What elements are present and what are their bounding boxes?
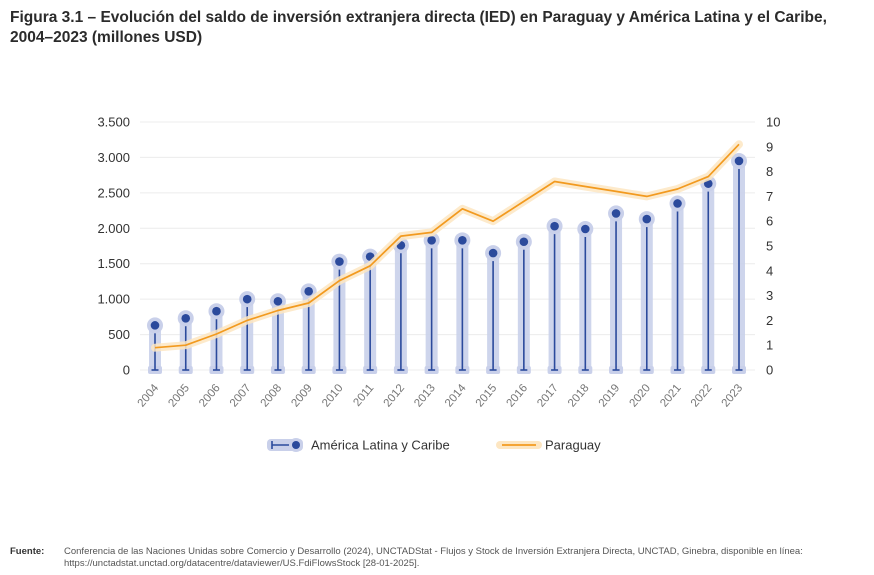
- lollipop-head: [273, 296, 283, 306]
- y-right-tick-label: 10: [766, 115, 780, 130]
- x-tick-label: 2015: [474, 382, 500, 409]
- lollipop: [515, 233, 532, 374]
- x-tick-label: 2021: [658, 382, 684, 409]
- lollipop-head: [150, 321, 160, 330]
- lollipop: [577, 220, 594, 374]
- x-tick-label: 2005: [166, 382, 192, 409]
- y-right-tick-label: 1: [766, 338, 773, 353]
- lollipop: [208, 303, 225, 374]
- lollipop: [638, 211, 655, 374]
- x-tick-label: 2020: [627, 382, 653, 409]
- y-right-tick-label: 9: [766, 139, 773, 154]
- lollipop-head: [519, 237, 529, 247]
- y-left-tick-label: 2.000: [97, 221, 130, 236]
- y-left-tick-label: 0: [123, 363, 130, 378]
- right-axis: 0 1 2 3 4 5 6 7 8 9 10: [766, 115, 780, 378]
- lollipop-head: [581, 224, 590, 234]
- lollipop-head: [673, 199, 682, 208]
- y-right-tick-label: 5: [766, 239, 773, 254]
- lollipop-head: [611, 209, 621, 218]
- lollipop: [669, 195, 686, 374]
- gridlines: [140, 121, 755, 371]
- lollipop-head: [242, 294, 252, 304]
- lollipop-head: [304, 287, 313, 296]
- legend-alc-head: [292, 441, 300, 449]
- legend: América Latina y Caribe Paraguay: [267, 438, 601, 453]
- legend-item-paraguay: Paraguay: [496, 438, 601, 453]
- lollipop-head: [488, 248, 498, 258]
- x-tick-label: 2022: [689, 382, 715, 409]
- x-tick-label: 2013: [412, 382, 438, 409]
- figure-title: Figura 3.1 – Evolución del saldo de inve…: [10, 9, 827, 46]
- paraguay-line: [154, 143, 740, 349]
- y-left-tick-label: 500: [108, 327, 130, 342]
- lollipop-head: [181, 313, 191, 323]
- y-right-tick-label: 8: [766, 164, 773, 179]
- lollipop: [608, 205, 625, 374]
- legend-item-alc: América Latina y Caribe: [267, 438, 450, 453]
- y-right-tick-label: 0: [766, 363, 773, 378]
- y-left-tick-label: 3.000: [97, 150, 130, 165]
- lollipop: [700, 175, 717, 374]
- lollipop-head: [734, 156, 744, 166]
- lollipop: [454, 232, 471, 374]
- lollipop: [239, 291, 256, 374]
- legend-label-paraguay: Paraguay: [545, 438, 601, 453]
- x-tick-label: 2014: [443, 382, 469, 410]
- lollipop-head: [335, 257, 344, 266]
- x-tick-label: 2004: [136, 382, 162, 410]
- x-axis: 2004 2005 2006 2007 2008 2009 2010 2011 2012 2013…: [136, 382, 746, 410]
- lollipop: [485, 245, 502, 374]
- lollipop-head: [427, 236, 436, 245]
- x-tick-label: 2011: [351, 382, 376, 409]
- x-tick-label: 2017: [535, 382, 561, 409]
- x-tick-label: 2007: [228, 382, 254, 409]
- y-right-tick-label: 7: [766, 189, 773, 204]
- x-tick-label: 2009: [289, 382, 315, 409]
- y-left-tick-label: 1.500: [97, 256, 130, 271]
- y-left-tick-label: 2.500: [97, 185, 130, 200]
- x-tick-label: 2023: [720, 382, 746, 409]
- lollipop: [331, 253, 348, 374]
- lollipop: [731, 152, 747, 374]
- x-tick-label: 2010: [320, 382, 346, 409]
- x-tick-label: 2006: [197, 382, 223, 409]
- x-tick-label: 2016: [504, 382, 530, 409]
- source-text: Conferencia de las Naciones Unidas sobre…: [64, 546, 803, 569]
- lollipop-head: [642, 214, 652, 224]
- lollipop-head: [212, 306, 221, 316]
- y-right-tick-label: 4: [766, 263, 773, 278]
- legend-label-alc: América Latina y Caribe: [311, 438, 450, 453]
- x-tick-label: 2012: [382, 382, 408, 409]
- left-axis: 0 500 1.000 1.500 2.000 2.500 3.000 3.500: [97, 115, 130, 378]
- x-tick-label: 2008: [259, 382, 285, 409]
- lollipop: [423, 232, 440, 374]
- y-right-tick-label: 6: [766, 214, 773, 229]
- source-label: Fuente:: [10, 546, 45, 557]
- lollipop: [362, 248, 379, 374]
- y-left-tick-label: 3.500: [97, 115, 130, 130]
- y-right-tick-label: 3: [766, 288, 773, 303]
- y-right-tick-label: 2: [766, 313, 773, 328]
- lollipop: [546, 218, 563, 374]
- lollipop-head: [550, 221, 559, 231]
- lollipop-head: [458, 236, 467, 245]
- lollipop: [392, 237, 409, 374]
- paraguay-series: [151, 140, 743, 352]
- x-tick-label: 2018: [566, 382, 592, 409]
- x-tick-label: 2019: [597, 382, 623, 409]
- y-left-tick-label: 1.000: [97, 292, 130, 307]
